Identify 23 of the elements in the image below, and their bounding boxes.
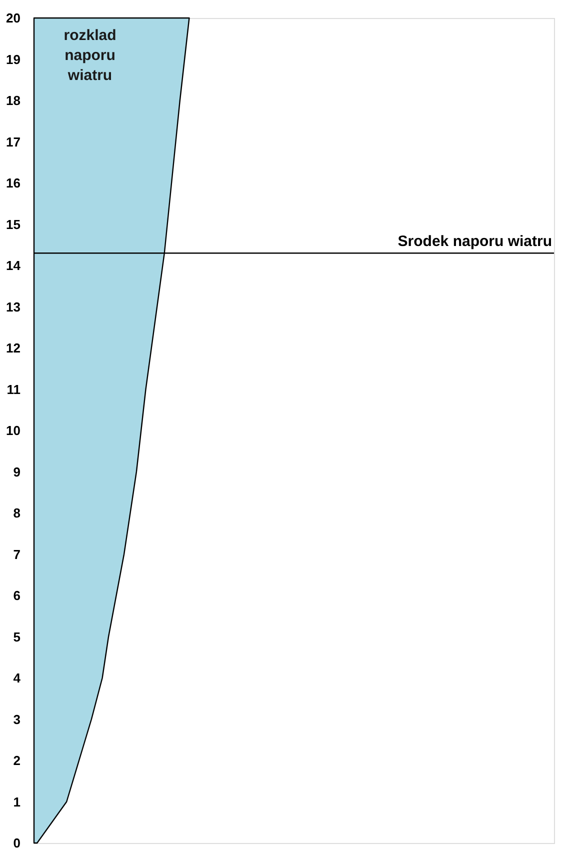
y-tick-label: 10	[6, 423, 20, 438]
y-tick-label: 5	[13, 629, 20, 644]
y-tick-label: 0	[13, 836, 20, 850]
annotation: rozklad naporu wiatru	[64, 27, 116, 84]
y-tick-label: 1	[13, 794, 20, 810]
y-tick-label: 7	[13, 546, 20, 562]
y-tick-label: 6	[13, 588, 20, 603]
y-tick-label: 9	[13, 464, 20, 480]
y-tick-label: 19	[6, 52, 20, 67]
y-tick-label: 15	[6, 216, 20, 232]
y-tick-label: 13	[6, 299, 20, 314]
y-tick-label: 17	[6, 134, 20, 150]
y-tick-label: 20	[6, 10, 20, 26]
y-tick-label: 14	[6, 258, 22, 273]
y-tick-label: 4	[13, 670, 22, 686]
y-tick-label: 3	[13, 712, 20, 727]
y-tick-label: 16	[6, 176, 20, 190]
ref-line-label: Srodek naporu wiatru	[398, 233, 552, 250]
y-tick-label: 12	[6, 340, 20, 356]
y-tick-label: 18	[6, 93, 20, 108]
y-tick-label: 2	[13, 753, 20, 768]
y-tick-label: 11	[6, 382, 20, 397]
y-tick-label: 8	[13, 506, 20, 520]
